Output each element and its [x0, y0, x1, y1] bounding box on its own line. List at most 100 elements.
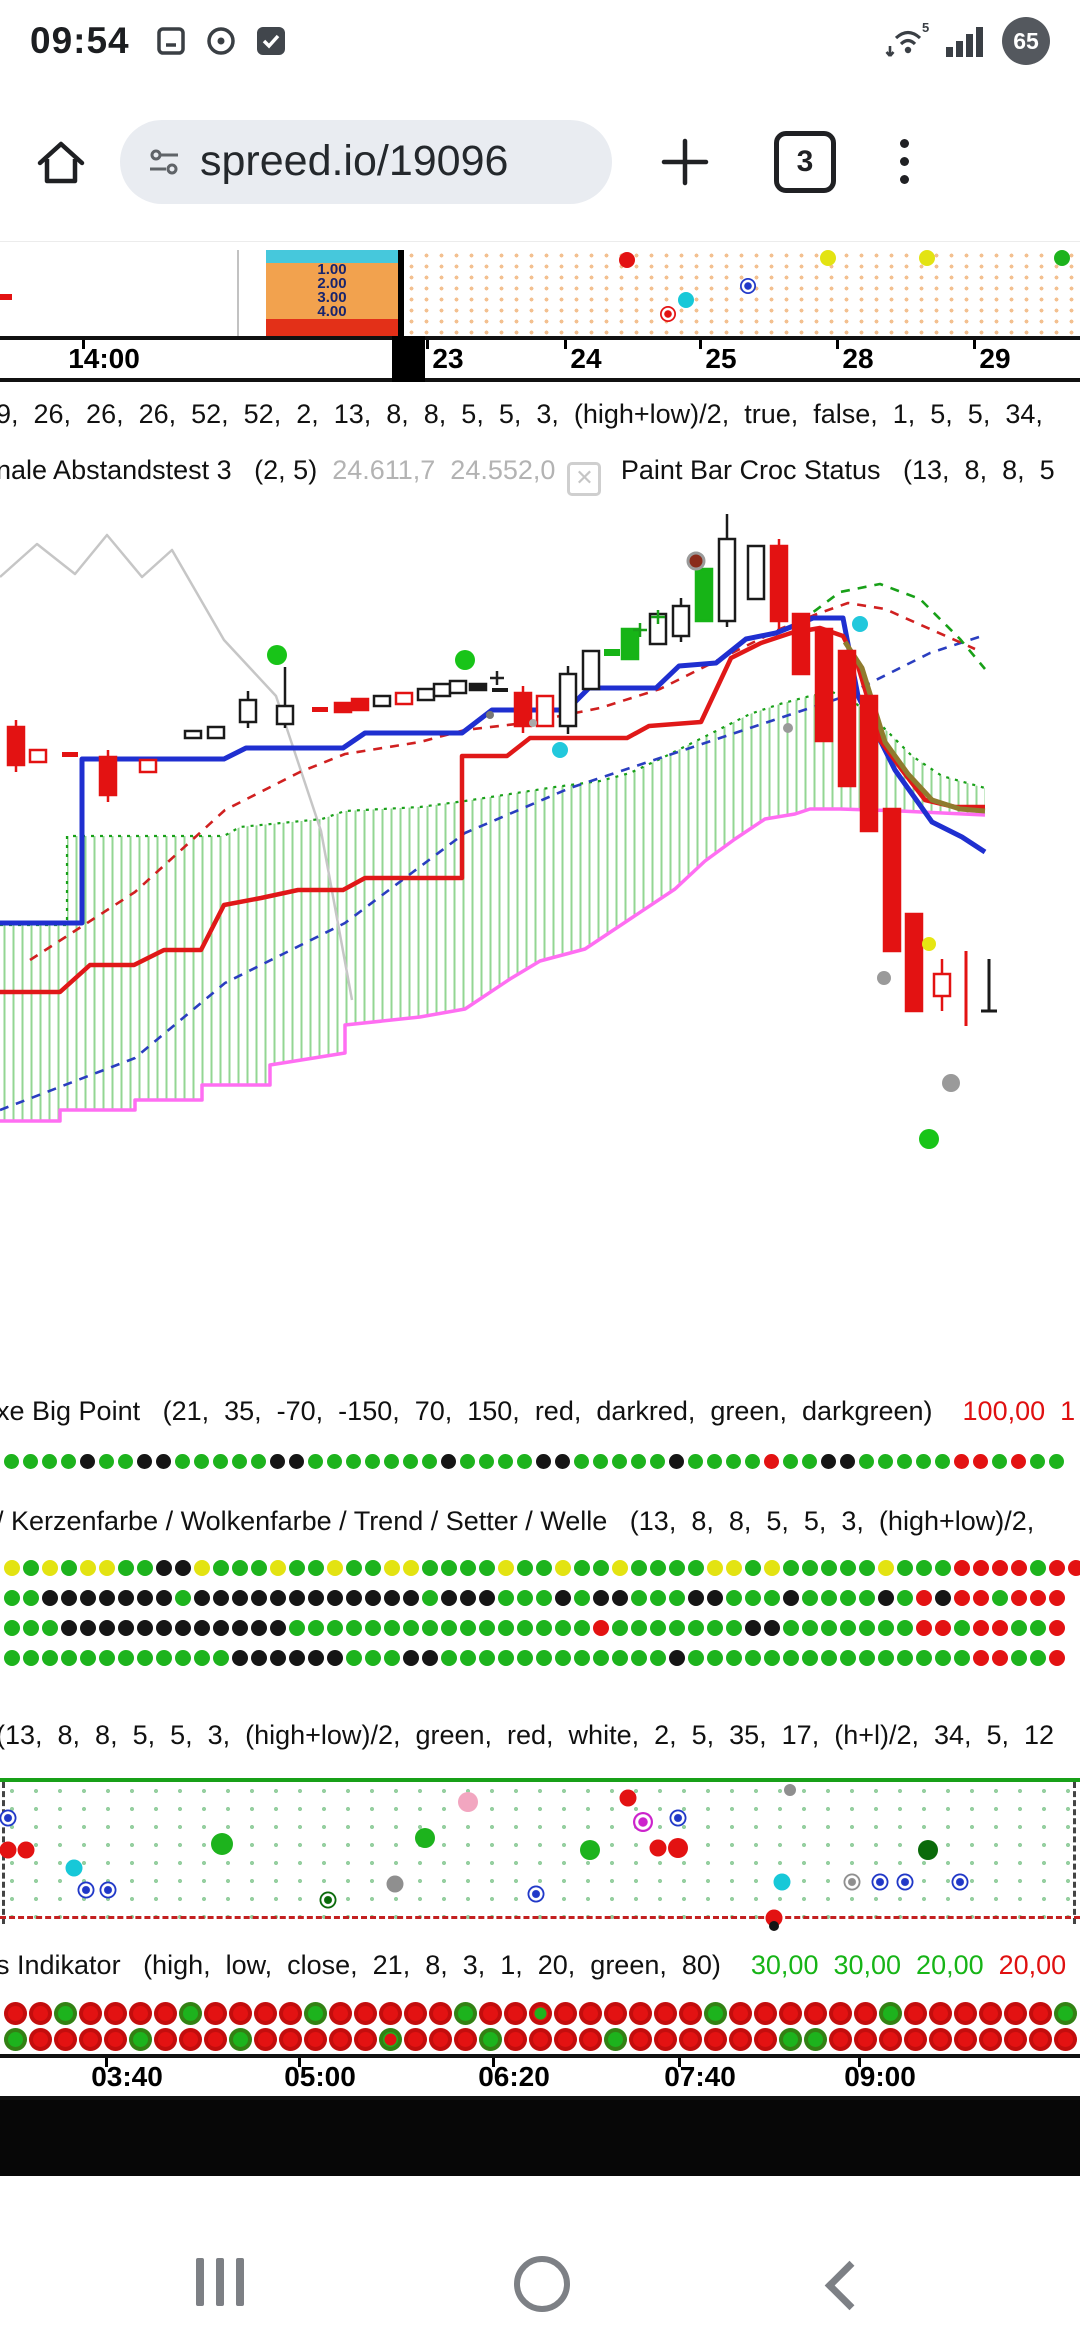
indicator-dot — [916, 1620, 932, 1636]
indicator-dot — [916, 1454, 931, 1469]
indicator-dot — [54, 2002, 77, 2025]
scatter-dot — [668, 1838, 688, 1858]
indicator-dot — [99, 1650, 115, 1666]
indicator-dot — [897, 1454, 912, 1469]
axis-label: 06:20 — [478, 2061, 550, 2092]
indicator-dot — [517, 1650, 533, 1666]
checkbox-icon[interactable]: ✕ — [567, 462, 602, 496]
main-chart[interactable] — [0, 510, 1080, 1385]
indicator-dot — [204, 2002, 227, 2025]
indicator-dot — [878, 1620, 894, 1636]
panel-right-edge — [1073, 1782, 1076, 1924]
new-tab-button[interactable] — [656, 133, 714, 191]
scatter-dot — [211, 1833, 233, 1855]
indicator-dot — [879, 2028, 902, 2051]
indicator-dot — [42, 1650, 58, 1666]
indicator-dot — [61, 1620, 77, 1636]
indicator-dot — [783, 1454, 798, 1469]
scatter-dot — [918, 1840, 938, 1860]
signal-strength-icon — [946, 27, 983, 57]
indicator-dot — [973, 1620, 989, 1636]
indicator-dot — [654, 2028, 677, 2051]
indicator-dot — [854, 2028, 877, 2051]
recents-button[interactable] — [196, 2258, 244, 2306]
home-nav-button[interactable] — [514, 2256, 570, 2312]
strip-dot — [740, 278, 756, 294]
url-bar[interactable]: spreed.io/19096 — [120, 119, 612, 204]
indicator-dot — [118, 1560, 134, 1576]
candle-body — [448, 679, 468, 695]
indicator-dot — [4, 2028, 27, 2051]
indicator-dot — [454, 2002, 477, 2025]
indicator-dot — [404, 2028, 427, 2051]
scale-band-cyan — [266, 250, 398, 263]
indicator-dot — [289, 1650, 305, 1666]
indicator-dot — [1049, 1454, 1064, 1469]
indicator-dot — [232, 1560, 248, 1576]
indicator-dot — [935, 1620, 951, 1636]
candle-body — [6, 725, 26, 767]
home-button[interactable] — [30, 131, 92, 193]
indicator-dot — [688, 1454, 703, 1469]
indicator-dot — [23, 1620, 39, 1636]
indicator-dot — [327, 1620, 343, 1636]
indicator-dot — [179, 2002, 202, 2025]
tab-switcher-button[interactable]: 3 — [774, 130, 836, 193]
axis-label: 24 — [570, 343, 602, 374]
indicator-dot — [935, 1454, 950, 1469]
indicator-dot — [346, 1590, 362, 1606]
indicator-dot — [270, 1560, 286, 1576]
axis-tick — [699, 340, 702, 349]
indicator1-header: xe Big Point (21, 35, -70, -150, 70, 150… — [0, 1396, 1080, 1427]
indicator-dot — [304, 2002, 327, 2025]
signal-scatter-panel[interactable] — [0, 1778, 1080, 1931]
indicator-dot — [422, 1590, 438, 1606]
indicator-dot — [308, 1620, 324, 1636]
chart-marker-dot — [529, 719, 537, 727]
scale-band-red — [266, 319, 398, 336]
indicator-dot — [783, 1650, 799, 1666]
axis-label: 28 — [842, 343, 874, 374]
indicator-dot — [137, 1454, 152, 1469]
indicator-dot — [232, 1590, 248, 1606]
indicator-dot — [175, 1590, 191, 1606]
menu-button[interactable] — [894, 133, 915, 190]
indicator-dot — [631, 1650, 647, 1666]
chart-marker-dot — [455, 650, 475, 670]
indicator-dot — [422, 1454, 437, 1469]
indicator-dot — [726, 1650, 742, 1666]
candle-body — [183, 729, 203, 740]
indicator-value: 30,00 — [818, 1950, 902, 1980]
back-button[interactable] — [824, 2260, 875, 2311]
indicator-dot — [929, 2028, 952, 2051]
indicator-dot — [422, 1560, 438, 1576]
indicator-dot — [992, 1650, 1008, 1666]
indicator-dot — [42, 1590, 58, 1606]
indicator-dot — [1029, 2028, 1052, 2051]
indicator-dot — [878, 1650, 894, 1666]
indicator-dot — [916, 1560, 932, 1576]
indicator-dot — [429, 2002, 452, 2025]
indicator-dot — [688, 1590, 704, 1606]
indicator-dot — [460, 1454, 475, 1469]
candle-body — [791, 612, 811, 676]
indicator-dot — [954, 2028, 977, 2051]
axis-tick — [426, 340, 429, 349]
chart-marker-dot — [852, 616, 868, 632]
indicator-dot — [4, 1650, 20, 1666]
dashed-red-line — [29, 601, 976, 962]
chart-marker-dot — [783, 723, 793, 733]
indicator-dot — [213, 1620, 229, 1636]
axis-divider-block — [392, 336, 425, 382]
indicator-dot — [498, 1560, 514, 1576]
scatter-dot — [896, 1873, 914, 1891]
candle-body — [513, 691, 533, 728]
scatter-dot — [669, 1809, 687, 1827]
indicator-dot — [1004, 2028, 1027, 2051]
upper-chart-strip[interactable]: 1.00 2.00 3.00 4.00 — [0, 250, 1080, 336]
indicator-dot — [536, 1454, 551, 1469]
main-chart-area[interactable] — [0, 510, 1080, 1385]
scatter-dot — [319, 1891, 337, 1909]
indicator-dot — [329, 2002, 352, 2025]
indicator-dot — [99, 1590, 115, 1606]
